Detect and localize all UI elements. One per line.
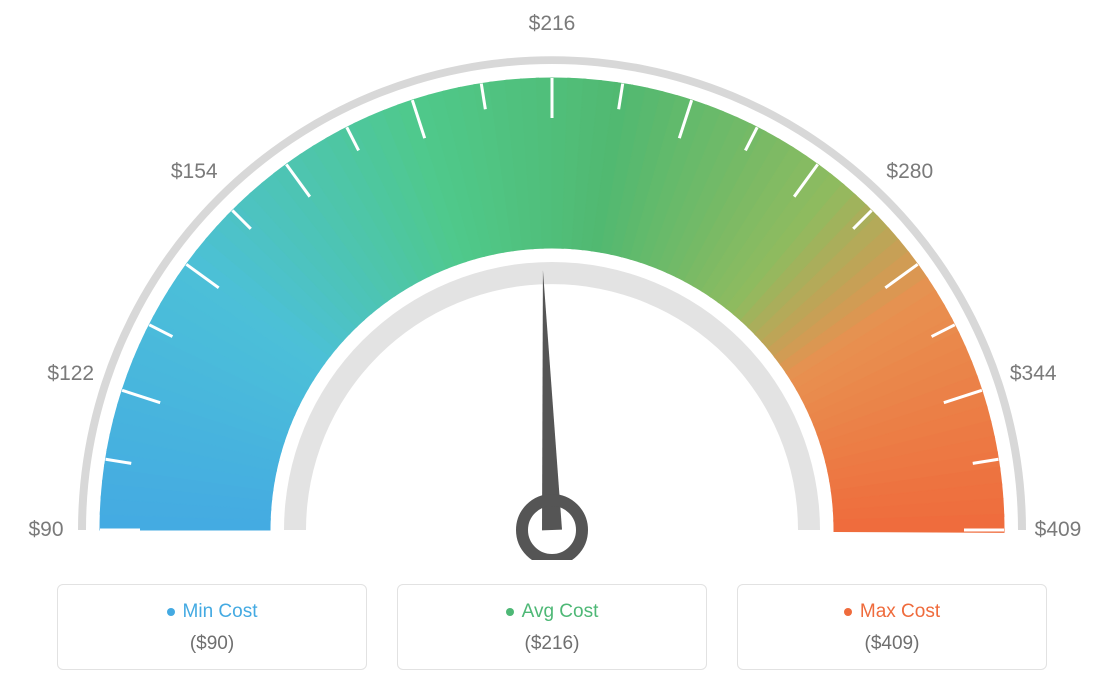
legend-card-max: Max Cost ($409) <box>737 584 1047 670</box>
gauge-chart: $90 $122 $154 $216 $280 $344 $409 <box>0 0 1104 560</box>
legend-dot-min <box>167 608 175 616</box>
gauge-svg <box>0 0 1104 560</box>
gauge-tick-label: $409 <box>1035 518 1082 542</box>
gauge-tick-label: $280 <box>886 160 933 184</box>
legend-value-min: ($90) <box>68 633 356 655</box>
legend-dot-max <box>844 608 852 616</box>
legend-value-avg: ($216) <box>408 633 696 655</box>
legend-title-max: Max Cost <box>844 601 940 623</box>
gauge-tick-label: $216 <box>529 12 576 36</box>
legend-value-max: ($409) <box>748 633 1036 655</box>
legend-title-min: Min Cost <box>167 601 258 623</box>
legend-card-avg: Avg Cost ($216) <box>397 584 707 670</box>
legend-label-avg: Avg Cost <box>522 601 599 623</box>
gauge-tick-label: $344 <box>1010 362 1057 386</box>
gauge-tick-label: $122 <box>47 362 94 386</box>
legend-label-min: Min Cost <box>183 601 258 623</box>
legend-label-max: Max Cost <box>860 601 940 623</box>
gauge-tick-label: $154 <box>171 160 218 184</box>
legend-row: Min Cost ($90) Avg Cost ($216) Max Cost … <box>0 584 1104 670</box>
legend-dot-avg <box>506 608 514 616</box>
legend-title-avg: Avg Cost <box>506 601 599 623</box>
legend-card-min: Min Cost ($90) <box>57 584 367 670</box>
gauge-tick-label: $90 <box>28 518 63 542</box>
